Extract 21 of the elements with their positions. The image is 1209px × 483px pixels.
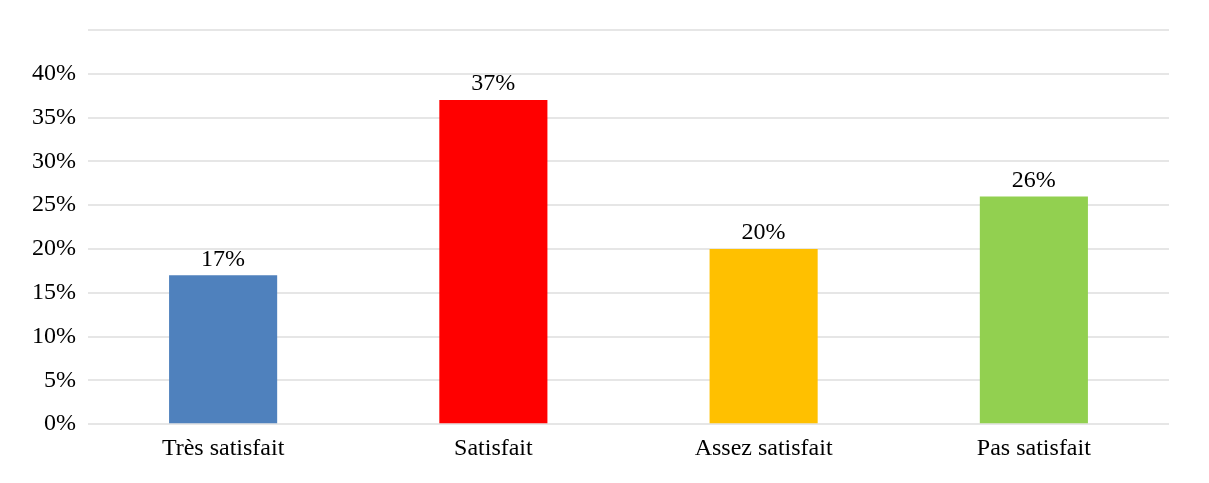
y-tick-label: 5% — [43, 365, 76, 392]
bar — [169, 275, 278, 424]
data-label: 26% — [1011, 165, 1056, 192]
y-tick-label: 35% — [31, 102, 76, 129]
x-tick-label: Assez satisfait — [694, 433, 833, 460]
y-tick-label: 40% — [31, 59, 76, 86]
y-tick-label: 10% — [31, 321, 76, 348]
data-label: 17% — [201, 244, 246, 271]
bar — [709, 249, 818, 424]
x-tick-label: Pas satisfait — [976, 433, 1092, 460]
x-tick-label: Très satisfait — [161, 433, 285, 460]
y-tick-label: 25% — [31, 190, 76, 217]
y-tick-label: 20% — [31, 234, 76, 261]
y-tick-label: 0% — [43, 409, 76, 436]
y-tick-label: 15% — [31, 278, 76, 305]
bar — [439, 100, 548, 424]
x-tick-label: Satisfait — [454, 433, 534, 460]
bar — [979, 196, 1088, 424]
y-tick-label: 30% — [31, 146, 76, 173]
data-label: 37% — [471, 69, 516, 96]
data-label: 20% — [741, 218, 786, 245]
